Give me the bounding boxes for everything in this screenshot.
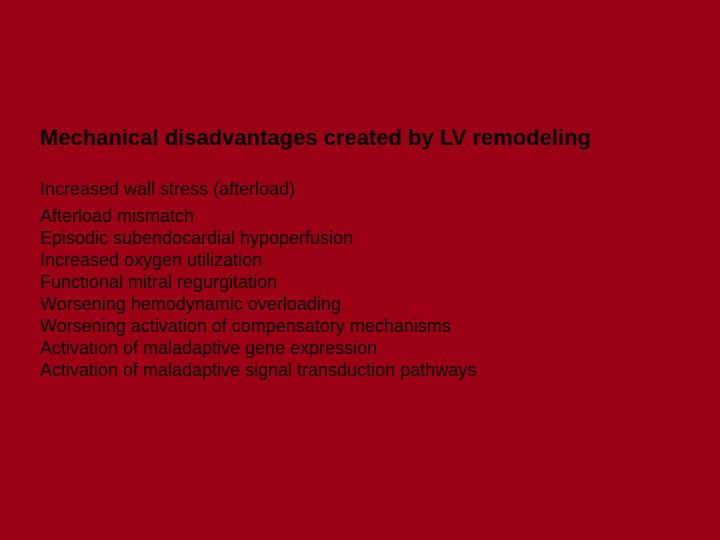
list-item: Afterload mismatch — [40, 206, 680, 228]
slide: Mechanical disadvantages created by LV r… — [0, 0, 720, 540]
list-item: Increased oxygen utilization — [40, 250, 680, 272]
bullet-list: Afterload mismatch Episodic subendocardi… — [40, 206, 680, 382]
list-item: Worsening hemodynamic overloading — [40, 294, 680, 316]
list-item: Activation of maladaptive gene expressio… — [40, 338, 680, 360]
slide-title: Mechanical disadvantages created by LV r… — [40, 125, 680, 151]
list-item: Worsening activation of compensatory mec… — [40, 316, 680, 338]
list-item: Episodic subendocardial hypoperfusion — [40, 228, 680, 250]
list-item: Functional mitral regurgitation — [40, 272, 680, 294]
lead-line: Increased wall stress (afterload) — [40, 179, 680, 200]
list-item: Activation of maladaptive signal transdu… — [40, 360, 680, 382]
